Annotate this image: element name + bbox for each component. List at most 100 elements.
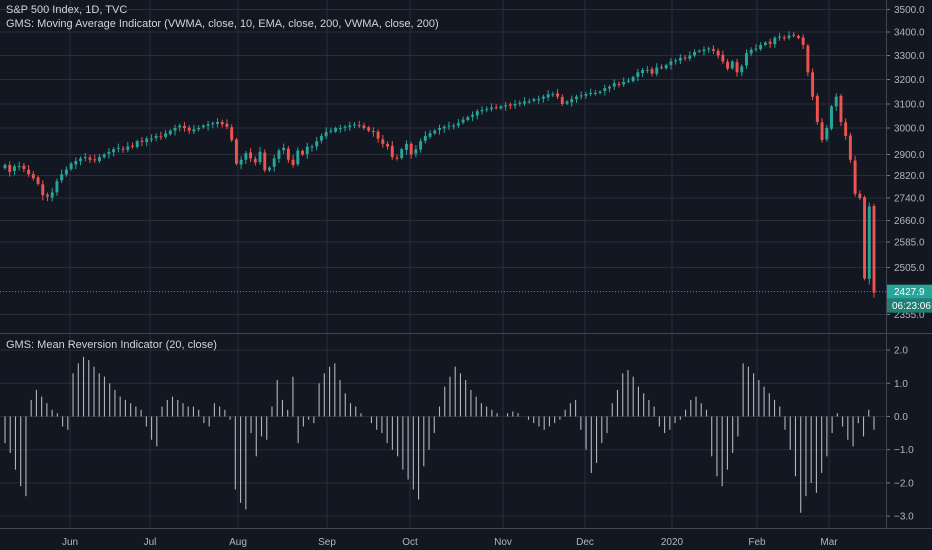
candle-body	[475, 111, 479, 116]
x-tick-label: Aug	[229, 537, 247, 548]
chart-subtitle: GMS: Moving Average Indicator (VWMA, clo…	[6, 18, 439, 30]
candle-body	[282, 147, 286, 151]
candle-body	[518, 102, 522, 104]
candle-body	[50, 192, 54, 198]
candle-body	[707, 48, 711, 50]
x-tick-label: Sep	[318, 537, 336, 548]
candle-body	[532, 99, 536, 101]
candle-body	[135, 141, 139, 147]
candle-body	[782, 37, 786, 39]
candle-body	[419, 141, 423, 150]
candle-body	[22, 165, 26, 169]
candle-body	[584, 94, 588, 96]
candle-body	[310, 146, 314, 148]
candle-body	[839, 95, 843, 122]
candle-body	[499, 106, 503, 109]
candle-body	[858, 193, 862, 198]
candle-body	[867, 206, 871, 279]
candle-body	[560, 97, 564, 104]
candle-body	[187, 127, 191, 131]
candle-body	[660, 67, 663, 69]
candle-body	[801, 37, 805, 45]
candle-body	[556, 93, 560, 97]
candle-body	[608, 86, 611, 89]
candle-body	[357, 125, 361, 127]
candle-body	[579, 95, 583, 97]
candle-body	[428, 133, 432, 137]
candle-body	[154, 135, 158, 138]
candle-body	[617, 83, 621, 85]
y-tick-label: 2740.0	[894, 194, 925, 205]
candle-body	[348, 125, 352, 128]
candle-body	[315, 141, 319, 147]
candle-body	[107, 151, 111, 154]
candle-body	[27, 169, 31, 175]
candle-body	[631, 77, 635, 82]
candle-body	[872, 206, 876, 293]
candle-body	[730, 61, 734, 69]
candle-body	[716, 50, 720, 56]
y-tick-label: 2.0	[894, 346, 908, 357]
candle-body	[433, 130, 437, 134]
y-tick-label: 2505.0	[894, 263, 925, 274]
candle-body	[669, 61, 673, 66]
candle-body	[678, 57, 682, 61]
y-tick-label: 3400.0	[894, 28, 925, 39]
candle-body	[362, 125, 366, 128]
candle-body	[778, 36, 782, 38]
candle-body	[650, 69, 654, 74]
candle-body	[456, 123, 460, 126]
y-tick-label: 2900.0	[894, 150, 925, 161]
candle-body	[442, 126, 446, 129]
candle-body	[93, 159, 97, 161]
candle-body	[319, 135, 323, 141]
candle-body	[796, 35, 800, 38]
candle-body	[301, 150, 305, 155]
candle-body	[763, 42, 767, 45]
candle-body	[745, 53, 748, 66]
candle-body	[305, 146, 309, 155]
candle-body	[102, 154, 106, 158]
candle-body	[36, 177, 40, 184]
y-tick-label: 3100.0	[894, 100, 925, 111]
candle-body	[551, 94, 555, 96]
candle-body	[811, 72, 815, 97]
candle-body	[688, 55, 692, 59]
candle-body	[711, 49, 715, 51]
candle-body	[523, 101, 526, 104]
candle-body	[702, 49, 706, 52]
candle-body	[589, 92, 593, 94]
candle-body	[197, 128, 201, 130]
candle-body	[754, 48, 758, 50]
candle-body	[773, 37, 777, 45]
candle-body	[249, 152, 253, 159]
last-price-tag	[887, 284, 932, 299]
candle-body	[140, 140, 144, 142]
candle-body	[74, 161, 78, 165]
candle-body	[353, 124, 356, 126]
candle-body	[31, 174, 35, 179]
y-tick-label: 2585.0	[894, 238, 925, 249]
candle-body	[334, 128, 338, 132]
candle-body	[674, 60, 678, 62]
candle-body	[277, 150, 281, 159]
candle-body	[570, 99, 574, 103]
candle-body	[183, 125, 186, 128]
candle-body	[792, 34, 796, 36]
candle-body	[159, 136, 163, 138]
candle-body	[489, 107, 493, 110]
candle-body	[390, 145, 394, 158]
candle-body	[461, 119, 465, 123]
candle-body	[371, 131, 375, 133]
candle-body	[286, 148, 290, 160]
x-tick-label: Mar	[820, 537, 838, 548]
candle-body	[178, 125, 182, 128]
candle-body	[749, 49, 753, 54]
candle-body	[466, 117, 470, 120]
candle-body	[693, 51, 696, 56]
candle-body	[12, 166, 16, 172]
candle-body	[527, 101, 531, 103]
countdown-tag	[887, 298, 932, 313]
